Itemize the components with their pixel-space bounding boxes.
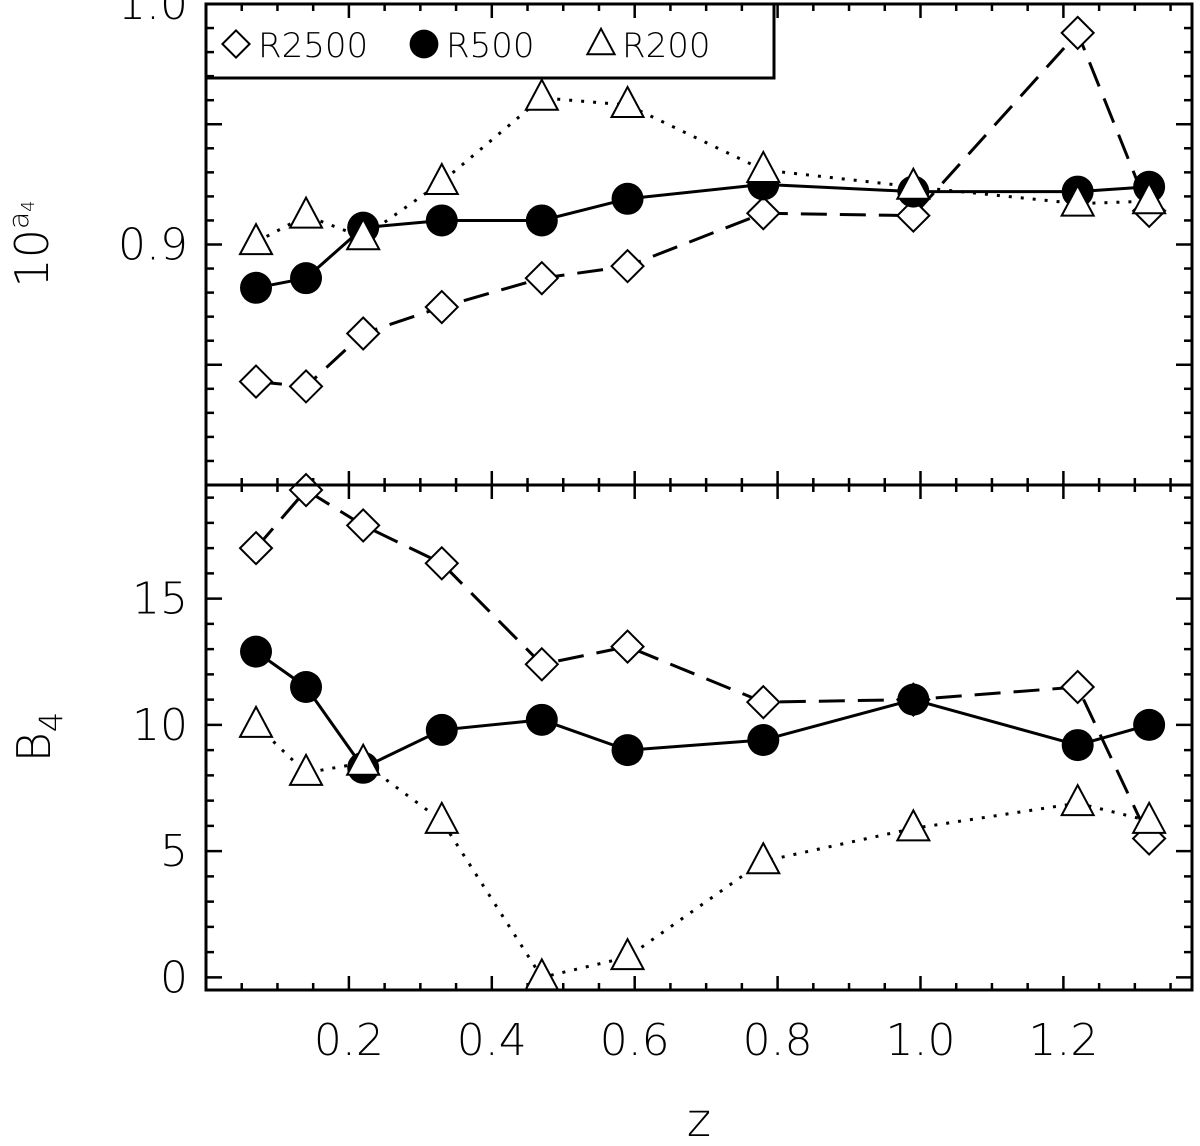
top-r2500-point [424,289,460,325]
top-r500-point [425,204,458,237]
top-r500-point [525,204,558,237]
bottom-r500-point [425,713,458,746]
bottom-y-tick-label: 5 [160,826,188,877]
x-tick-label: 1.0 [886,1015,956,1066]
bottom-r200-point [895,808,932,842]
bottom-r500-point [290,671,323,703]
top-series-r2500-line [255,30,1151,388]
x-tick-label: 0.2 [314,1015,384,1066]
top-r200-point [609,84,646,119]
top-series-r200-line [255,96,1150,244]
plot-layer: 0.9 1.0 0 5 10 15 0.2 0.4 0.6 0.8 1.0 1.2 [118,0,1192,1066]
bottom-series-r200-line [254,723,1150,980]
bottom-r500-point [747,724,780,757]
top-r2500-point [895,198,931,234]
bottom-r200-point [1060,783,1096,817]
bottom-r2500-point [345,507,381,543]
top-r200-point [288,195,324,229]
x-axis-title: z [687,1093,711,1146]
x-tick-label: 1.2 [1028,1015,1098,1066]
top-y-axis-title-base: 10 [5,229,59,288]
top-r500-point [290,262,323,295]
bottom-r2500-point [610,629,645,665]
bottom-r200-point [345,742,381,776]
legend-r200-marker [585,26,617,56]
top-r2500-point [524,260,560,296]
bottom-series-r2500-line [254,488,1151,840]
bottom-r2500-point [424,545,460,581]
top-r2500-point [238,364,274,399]
top-r200-point [524,77,560,111]
bottom-r2500-point [238,530,274,566]
top-panel: 0.9 1.0 [118,0,1192,485]
top-r500-point [611,182,644,215]
top-y-tick-label: 1.0 [118,0,188,30]
bottom-r200-point [424,800,460,834]
top-r200-point [238,221,274,256]
plot-frames [204,2,1194,992]
bottom-y-axis-title: B4 [7,712,70,762]
bottom-r500-point [1061,729,1094,762]
top-r200-point [1131,181,1167,215]
legend-entries: R2500 R500 R200 [220,26,711,66]
top-r2500-point [345,316,381,351]
bottom-r2500-point [524,646,560,682]
top-series-r500-line [255,182,1150,290]
top-y-axis-title-sup: a [2,212,35,229]
bottom-r200-point [609,937,646,971]
bottom-r200-point [745,841,781,875]
bottom-r500-point [525,703,558,736]
bottom-r2500-point [745,684,781,720]
bottom-r500-point [240,635,273,668]
bottom-r200-point [238,704,274,738]
bottom-y-axis-title-base: B [7,732,61,762]
top-r500-point [240,271,273,304]
legend-r200-label: R200 [622,26,711,66]
top-r2500-point [1060,15,1096,51]
bottom-y-tick-label: 0 [160,952,188,1003]
top-y-tick-label: 0.9 [118,220,188,271]
top-r200-point [424,161,460,195]
legend-r500-marker [409,29,439,59]
top-r200-point [1060,183,1096,217]
bottom-r2500-point [1060,669,1096,705]
bottom-panel-frame [204,483,1194,992]
bottom-y-tick-label: 10 [132,700,188,751]
bottom-r500-point [897,683,930,716]
x-tick-label: 0.8 [743,1015,813,1066]
top-r200-point [745,149,781,183]
top-y-axis-title: 10a4 [2,200,59,287]
top-r2500-point [288,368,324,404]
top-y-axis-title-sup-sub: 4 [18,200,39,211]
legend-r2500-label: R2500 [258,26,368,66]
top-r2500-point [745,195,781,231]
bottom-r200-point [288,752,324,786]
bottom-r500-point [611,734,644,767]
top-r2500-point [610,248,645,284]
bottom-r500-point [1133,708,1166,741]
legend-r500-label: R500 [446,26,535,66]
bottom-y-tick-label: 15 [132,574,188,625]
bottom-series-r500-line [255,650,1150,770]
legend: R2500 R500 R200 [204,2,776,80]
x-tick-label: 0.6 [600,1015,670,1066]
legend-r2500-marker [220,28,252,60]
bottom-panel: 0 5 10 15 [132,472,1192,1003]
top-r200-point [895,166,932,200]
bottom-r200-point [1131,800,1167,834]
top-r200-point [345,217,381,251]
x-tick-label: 0.4 [457,1015,527,1066]
bottom-y-axis-title-sub: 4 [32,712,70,732]
